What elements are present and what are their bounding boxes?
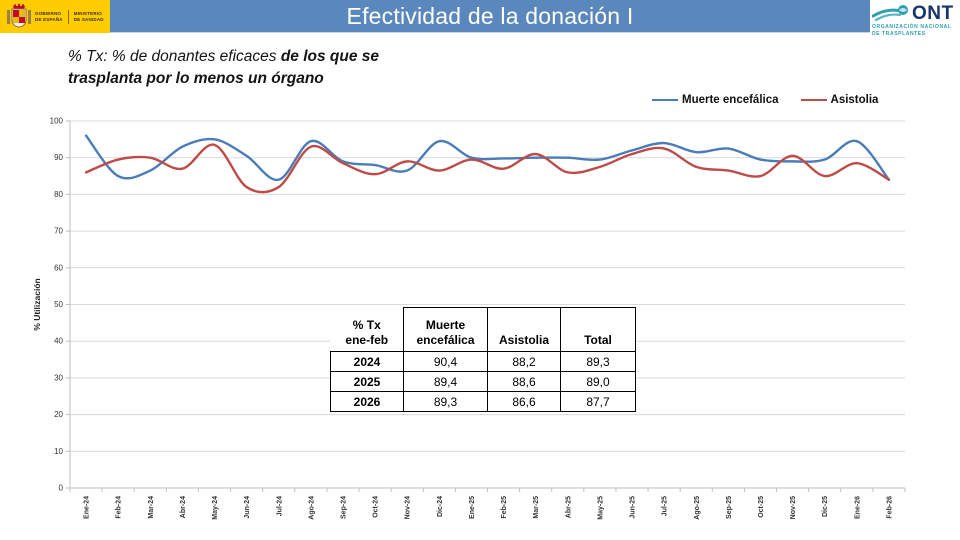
year-cell: 2025 xyxy=(330,371,404,392)
value-cell: 88,6 xyxy=(487,371,561,392)
x-axis-label: Feb-26 xyxy=(886,496,893,519)
ont-swoosh-icon xyxy=(872,5,908,22)
slide-title-bar: Efectividad de la donación I xyxy=(110,0,870,33)
year-cell: 2026 xyxy=(330,391,404,412)
x-axis-label: Dic-25 xyxy=(822,496,829,517)
x-axis-label: Oct-24 xyxy=(373,496,380,518)
x-axis-label: Jul-24 xyxy=(276,496,283,516)
subtitle-bold-1: de los que se xyxy=(280,48,380,65)
table-header-asistolia: Asistolia xyxy=(487,307,561,352)
legend-swatch-red xyxy=(800,98,827,102)
value-cell: 90,4 xyxy=(403,351,488,372)
y-axis-label: 90 xyxy=(54,153,63,162)
value-cell: 88,2 xyxy=(487,351,561,372)
series-line-muerte-encef-lica xyxy=(84,134,891,181)
legend-item-asistolia: Asistolia xyxy=(800,94,879,106)
summary-table: % Tx ene-feb Muerte encefálica Asistolia T… xyxy=(330,307,636,412)
x-axis-label: Ago-24 xyxy=(308,496,315,520)
y-axis-label: 20 xyxy=(54,410,63,419)
ont-tagline: ORGANIZACIÓN NACIONAL DE TRASPLANTES xyxy=(872,24,952,37)
ministry-label: MINISTERIO DE SANIDAD xyxy=(73,11,104,22)
x-axis-label: Oct-25 xyxy=(758,496,765,518)
value-cell: 89,3 xyxy=(560,351,636,372)
x-axis-label: Mar-25 xyxy=(533,496,540,519)
table-header-muerte: Muerte encefálica xyxy=(403,307,488,352)
x-axis-label: Jun-25 xyxy=(630,496,637,519)
table-row: 2025 89,4 88,6 89,0 xyxy=(330,371,636,392)
x-axis-label: Mar-24 xyxy=(148,496,155,519)
ont-logo: ONT ORGANIZACIÓN NACIONAL DE TRASPLANTES xyxy=(872,3,958,43)
x-axis-label: May-24 xyxy=(212,496,219,520)
value-cell: 89,4 xyxy=(403,371,488,392)
x-axis-label: Dic-24 xyxy=(437,496,444,517)
subtitle-normal: % Tx: % de donantes eficaces xyxy=(68,48,281,65)
table-header-total: Total xyxy=(560,307,636,352)
y-axis-title: % Utilización xyxy=(32,278,42,330)
x-axis-label: Ene-25 xyxy=(469,496,476,519)
chart-legend: Muerte encefálica Asistolia xyxy=(652,94,878,106)
x-axis-label: Feb-24 xyxy=(116,496,123,519)
series-line-asistolia xyxy=(84,143,891,194)
table-row: 2024 90,4 88,2 89,3 xyxy=(330,351,636,372)
value-cell: 87,7 xyxy=(560,391,636,412)
y-axis-label: 10 xyxy=(54,447,63,456)
x-axis-label: Abr-25 xyxy=(565,496,572,518)
year-cell: 2024 xyxy=(330,351,404,372)
table-row: 2026 89,3 86,6 87,7 xyxy=(330,391,636,412)
spain-government-logo: GOBIERNO DE ESPAÑA MINISTERIO DE SANIDAD xyxy=(0,0,110,33)
table-header-pct-tx: % Tx ene-feb xyxy=(330,307,404,352)
subtitle-bold-2: trasplanta por lo menos un órgano xyxy=(68,70,324,88)
y-axis-label: 30 xyxy=(54,373,63,382)
x-axis-label: Nov-24 xyxy=(405,496,412,519)
x-axis-label: Ene-24 xyxy=(84,496,91,519)
value-cell: 89,0 xyxy=(560,371,636,392)
legend-item-muerte-encefalica: Muerte encefálica xyxy=(652,94,779,106)
x-axis-label: Ago-25 xyxy=(694,496,701,520)
y-axis-label: 100 xyxy=(50,117,64,126)
x-axis-label: Abr-24 xyxy=(180,496,187,518)
government-label: GOBIERNO DE ESPAÑA xyxy=(35,11,63,22)
x-axis-label: Sep-25 xyxy=(726,496,733,519)
x-axis-label: Jul-25 xyxy=(662,496,669,516)
y-axis-label: 70 xyxy=(54,227,63,236)
ont-acronym: ONT xyxy=(912,2,954,24)
x-axis-label: May-25 xyxy=(597,496,604,520)
x-axis-label: Nov-25 xyxy=(790,496,797,519)
value-cell: 89,3 xyxy=(403,391,488,412)
legend-label: Asistolia xyxy=(830,94,879,106)
y-axis-label: 40 xyxy=(54,337,63,346)
y-axis-label: 0 xyxy=(59,484,64,493)
y-axis-label: 50 xyxy=(54,300,63,309)
y-axis-label: 60 xyxy=(54,263,63,272)
y-axis-label: 80 xyxy=(54,190,63,199)
legend-label: Muerte encefálica xyxy=(682,94,779,106)
x-axis-label: Feb-25 xyxy=(501,496,508,519)
x-axis-label: Sep-24 xyxy=(340,496,347,519)
slide-title: Efectividad de la donación I xyxy=(346,2,634,29)
logo-divider xyxy=(67,9,69,24)
slide-subtitle: % Tx: % de donantes eficaces de los que … xyxy=(68,46,468,91)
x-axis-label: Ene-26 xyxy=(854,496,861,519)
value-cell: 86,6 xyxy=(487,391,561,412)
table-header-row: % Tx ene-feb Muerte encefálica Asistolia T… xyxy=(330,307,636,352)
legend-swatch-blue xyxy=(652,98,678,102)
x-axis-label: Jun-24 xyxy=(244,496,251,519)
spain-coat-of-arms-icon xyxy=(7,3,31,28)
